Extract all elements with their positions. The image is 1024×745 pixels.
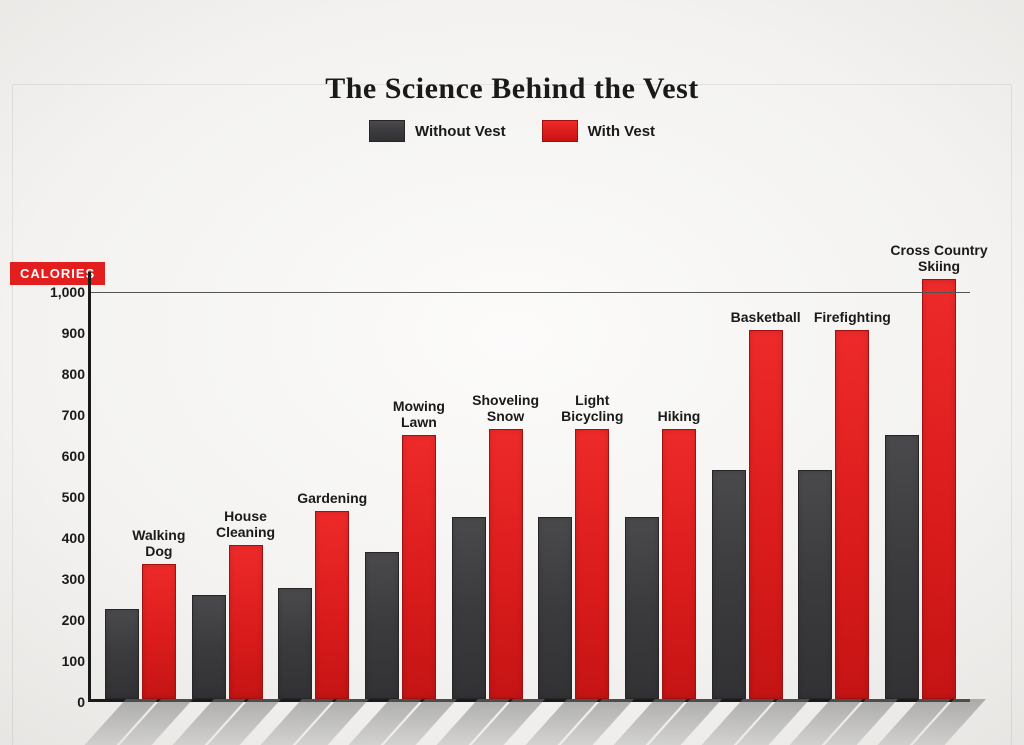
bar-with-vest: Hiking (662, 429, 696, 699)
bar-without-vest (625, 517, 659, 699)
legend-label-with-vest: With Vest (588, 123, 655, 140)
bar-shadow (710, 699, 810, 745)
bar-shadow (622, 699, 722, 745)
y-tick-label: 200 (37, 612, 85, 628)
bar-group: MowingLawn (357, 435, 443, 699)
bar-with-vest: Gardening (315, 511, 349, 699)
legend-swatch-without-vest (369, 120, 405, 142)
y-tick-label: 500 (37, 489, 85, 505)
bar-shadow (181, 699, 281, 745)
bar-shadow (534, 699, 634, 745)
category-label: ShovelingSnow (472, 392, 539, 424)
bar-shadow (411, 699, 511, 745)
y-tick-label: 100 (37, 653, 85, 669)
bar-shadow (799, 699, 899, 745)
bar-with-vest: Basketball (749, 330, 783, 699)
bar-shadow (499, 699, 599, 745)
chart: CALORIES WalkingDogHouseCleaningGardenin… (70, 272, 970, 702)
y-tick-label: 0 (37, 694, 85, 710)
bar-without-vest (452, 517, 486, 699)
legend-item-without-vest: Without Vest (369, 120, 506, 142)
bar-group: WalkingDog (97, 564, 183, 699)
bar-with-vest: LightBicycling (575, 429, 609, 699)
category-label: WalkingDog (132, 527, 185, 559)
bar-shadow (358, 699, 458, 745)
legend-item-with-vest: With Vest (542, 120, 655, 142)
bar-shadow (887, 699, 987, 745)
bar-group: HouseCleaning (184, 545, 270, 699)
bar-with-vest: MowingLawn (402, 435, 436, 699)
gridline (91, 292, 970, 293)
chart-title: The Science Behind the Vest (0, 72, 1024, 106)
y-tick-label: 700 (37, 407, 85, 423)
bar-without-vest (538, 517, 572, 699)
y-tick-label: 800 (37, 366, 85, 382)
category-label: LightBicycling (561, 392, 623, 424)
bar-shadow (269, 699, 369, 745)
bar-with-vest: Firefighting (835, 330, 869, 699)
bar-group: Firefighting (791, 330, 877, 699)
y-tick-label: 600 (37, 448, 85, 464)
bar-without-vest (798, 470, 832, 699)
bar-group: Gardening (271, 511, 357, 699)
legend-label-without-vest: Without Vest (415, 123, 506, 140)
category-label: Basketball (731, 309, 801, 325)
plot-area: WalkingDog HouseCleaning Gardening MowingLa… (88, 272, 970, 702)
legend-swatch-with-vest (542, 120, 578, 142)
y-tick-label: 900 (37, 325, 85, 341)
bar-shadow (323, 699, 423, 745)
bar-group: Hiking (617, 429, 703, 699)
bar-with-vest: ShovelingSnow (489, 429, 523, 699)
bar-with-vest: HouseCleaning (229, 545, 263, 699)
bar-shadow (146, 699, 246, 745)
category-label: HouseCleaning (216, 508, 275, 540)
bar-shadow (234, 699, 334, 745)
bar-without-vest (712, 470, 746, 699)
category-label: MowingLawn (393, 398, 445, 430)
y-tick-label: 1,000 (37, 284, 85, 300)
y-tick-label: 400 (37, 530, 85, 546)
bars-container: WalkingDog HouseCleaning Gardening MowingLa… (91, 272, 970, 699)
bar-shadow (93, 699, 193, 745)
bar-without-vest (365, 552, 399, 699)
bar-shadow (446, 699, 546, 745)
bar-without-vest (192, 595, 226, 699)
legend: Without Vest With Vest (0, 120, 1024, 142)
y-tick-label: 300 (37, 571, 85, 587)
bar-group: ShovelingSnow (444, 429, 530, 699)
bar-without-vest (105, 609, 139, 699)
category-label: Cross CountrySkiing (890, 242, 987, 274)
category-label: Hiking (658, 408, 701, 424)
bar-shadow (675, 699, 775, 745)
bar-shadow (852, 699, 952, 745)
bar-without-vest (885, 435, 919, 699)
bar-group: LightBicycling (531, 429, 617, 699)
bar-with-vest: Cross CountrySkiing (922, 279, 956, 699)
bar-group: Cross CountrySkiing (878, 279, 964, 699)
bar-without-vest (278, 588, 312, 699)
bar-group: Basketball (704, 330, 790, 699)
bar-shadow (764, 699, 864, 745)
bar-with-vest: WalkingDog (142, 564, 176, 699)
bar-shadow (587, 699, 687, 745)
